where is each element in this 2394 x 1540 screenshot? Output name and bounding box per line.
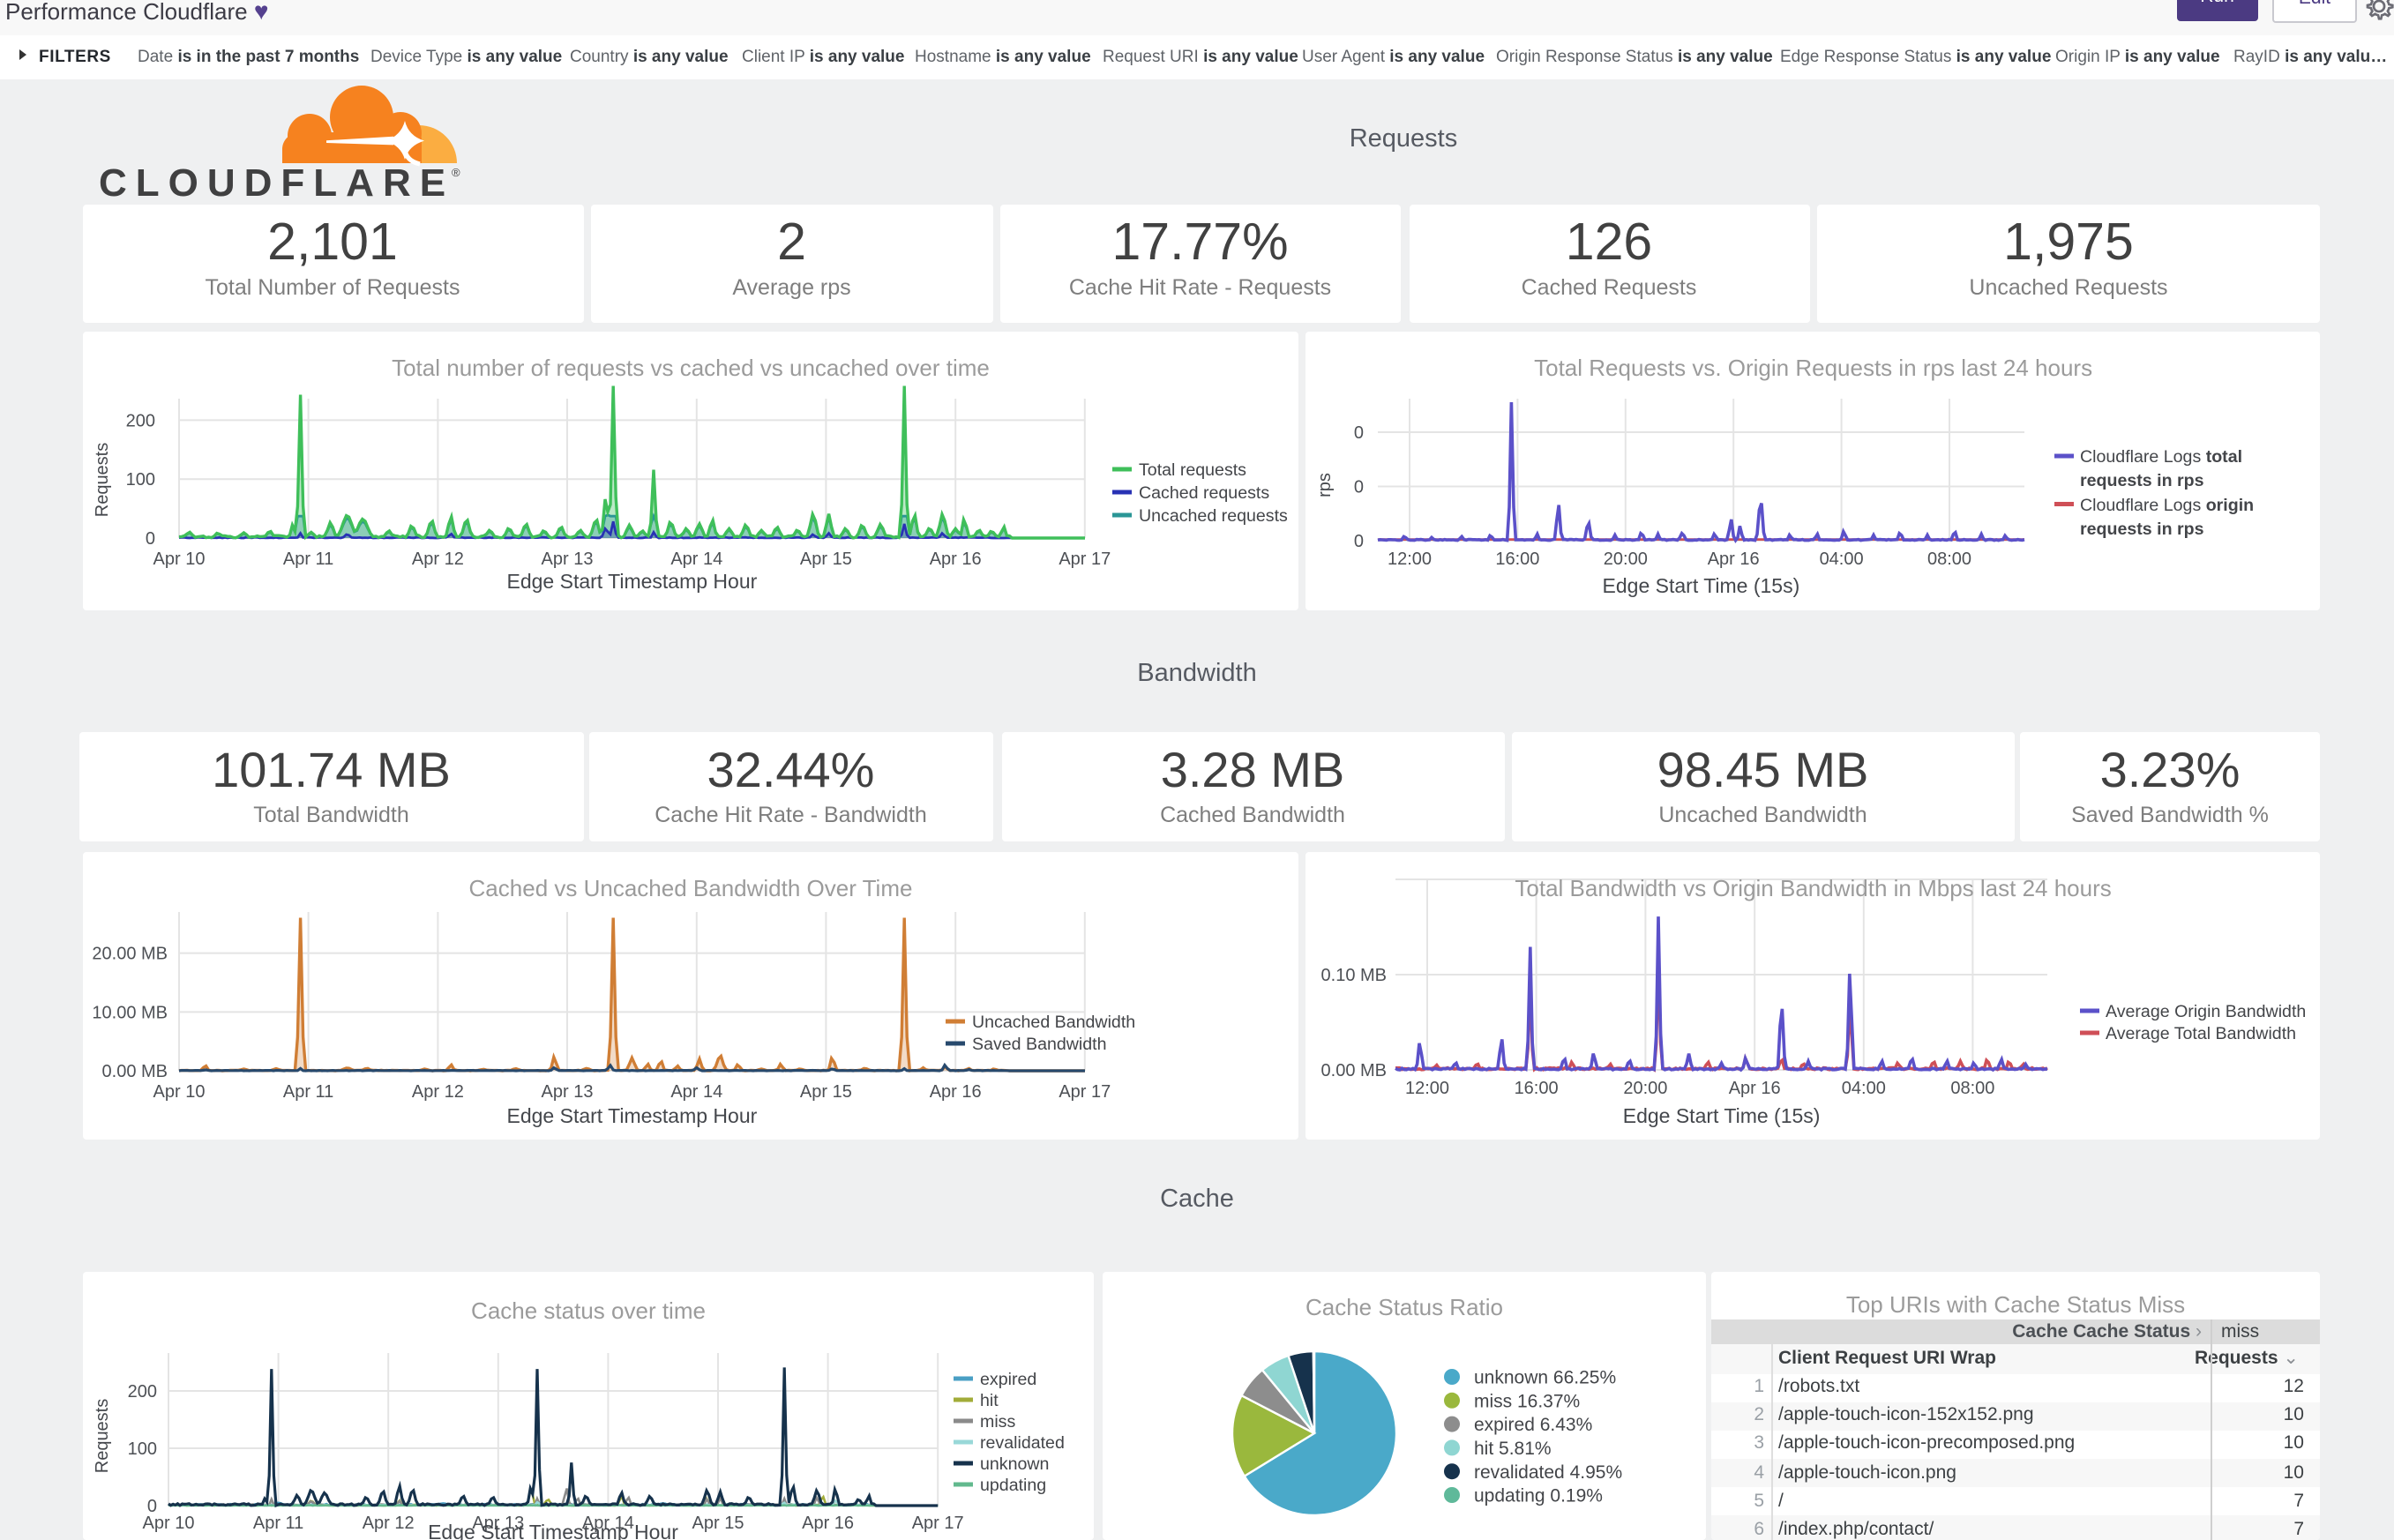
svg-text:miss 16.37%: miss 16.37% (1474, 1391, 1580, 1411)
svg-text:20.00 MB: 20.00 MB (91, 945, 167, 964)
svg-text:Apr 17: Apr 17 (1058, 549, 1110, 569)
svg-text:Apr 11: Apr 11 (282, 549, 333, 569)
svg-text:Apr 15: Apr 15 (799, 549, 851, 569)
svg-text:Uncached requests: Uncached requests (1138, 506, 1287, 526)
svg-text:unknown: unknown (979, 1454, 1048, 1474)
svg-text:Apr 14: Apr 14 (670, 549, 722, 569)
svg-text:04:00: 04:00 (1819, 549, 1863, 569)
svg-text:expired 6.43%: expired 6.43% (1474, 1415, 1592, 1435)
svg-text:0.10 MB: 0.10 MB (1320, 966, 1386, 985)
svg-text:Average Total Bandwidth: Average Total Bandwidth (2105, 1024, 2295, 1043)
svg-text:Total Requests vs. Origin Requ: Total Requests vs. Origin Requests in rp… (1533, 355, 2091, 381)
svg-text:16:00: 16:00 (1514, 1079, 1558, 1098)
svg-text:Apr 12: Apr 12 (411, 1082, 463, 1102)
svg-text:Apr 15: Apr 15 (692, 1514, 744, 1533)
svg-text:Average Origin Bandwidth: Average Origin Bandwidth (2105, 1002, 2305, 1021)
svg-text:20:00: 20:00 (1622, 1079, 1666, 1098)
svg-text:Apr 16: Apr 16 (1728, 1079, 1780, 1098)
svg-text:Requests: Requests (92, 1399, 111, 1474)
svg-text:0: 0 (1353, 532, 1363, 551)
svg-text:updating: updating (979, 1476, 1045, 1495)
svg-text:requests in rps: requests in rps (2079, 520, 2203, 539)
svg-text:Cache Status Ratio: Cache Status Ratio (1305, 1294, 1503, 1320)
svg-text:Apr 16: Apr 16 (929, 549, 981, 569)
svg-text:miss: miss (979, 1412, 1014, 1432)
svg-text:10.00 MB: 10.00 MB (91, 1003, 167, 1022)
svg-text:100: 100 (127, 1439, 156, 1459)
svg-text:Uncached Bandwidth: Uncached Bandwidth (971, 1013, 1134, 1032)
svg-text:revalidated 4.95%: revalidated 4.95% (1474, 1462, 1622, 1483)
svg-text:Apr 12: Apr 12 (411, 549, 463, 569)
svg-text:hit 5.81%: hit 5.81% (1474, 1439, 1552, 1459)
svg-text:Apr 17: Apr 17 (911, 1514, 963, 1533)
svg-text:Edge Start Time (15s): Edge Start Time (15s) (1622, 1104, 1820, 1127)
svg-text:200: 200 (125, 411, 154, 430)
svg-text:Apr 14: Apr 14 (670, 1082, 722, 1102)
svg-text:Cache status over time: Cache status over time (470, 1297, 705, 1324)
svg-text:16:00: 16:00 (1494, 549, 1538, 569)
svg-text:Edge Start Timestamp Hour: Edge Start Timestamp Hour (506, 1104, 757, 1127)
svg-text:unknown 66.25%: unknown 66.25% (1474, 1368, 1616, 1388)
svg-text:requests in rps: requests in rps (2079, 471, 2203, 490)
svg-text:Cloudflare Logs total: Cloudflare Logs total (2079, 447, 2241, 467)
svg-text:CLOUDFLARE: CLOUDFLARE (99, 161, 454, 201)
svg-text:Apr 13: Apr 13 (541, 549, 593, 569)
svg-text:Cloudflare Logs origin: Cloudflare Logs origin (2079, 496, 2253, 515)
svg-text:12:00: 12:00 (1387, 549, 1431, 569)
svg-text:Apr 16: Apr 16 (929, 1082, 981, 1102)
svg-text:Apr 11: Apr 11 (252, 1514, 303, 1533)
svg-text:Edge Start Timestamp Hour: Edge Start Timestamp Hour (427, 1521, 677, 1540)
svg-text:Apr 10: Apr 10 (153, 549, 205, 569)
svg-text:Requests: Requests (92, 443, 111, 518)
svg-text:Apr 16: Apr 16 (801, 1514, 853, 1533)
svg-text:0: 0 (1353, 423, 1363, 443)
svg-text:Total Bandwidth vs Origin Band: Total Bandwidth vs Origin Bandwidth in M… (1514, 875, 2110, 901)
svg-text:0: 0 (1353, 477, 1363, 497)
svg-text:Edge Start Timestamp Hour: Edge Start Timestamp Hour (506, 570, 757, 593)
svg-text:Total requests: Total requests (1138, 460, 1246, 480)
svg-text:08:00: 08:00 (1926, 549, 1971, 569)
svg-text:updating 0.19%: updating 0.19% (1474, 1486, 1603, 1506)
svg-text:08:00: 08:00 (1949, 1079, 1994, 1098)
svg-text:Apr 17: Apr 17 (1058, 1082, 1110, 1102)
svg-text:®: ® (452, 166, 460, 179)
svg-text:rps: rps (1314, 473, 1334, 497)
svg-text:04:00: 04:00 (1841, 1079, 1885, 1098)
svg-text:200: 200 (127, 1382, 156, 1402)
svg-text:0: 0 (146, 1497, 156, 1516)
svg-text:Apr 14: Apr 14 (581, 1514, 633, 1533)
svg-text:20:00: 20:00 (1603, 549, 1647, 569)
svg-text:Total number of requests vs ca: Total number of requests vs cached vs un… (391, 355, 989, 381)
svg-text:Apr 15: Apr 15 (799, 1082, 851, 1102)
svg-text:0: 0 (145, 529, 154, 549)
svg-text:0.00 MB: 0.00 MB (101, 1062, 167, 1081)
svg-text:expired: expired (979, 1370, 1036, 1389)
svg-text:Apr 13: Apr 13 (471, 1514, 523, 1533)
svg-text:100: 100 (125, 470, 154, 490)
svg-text:hit: hit (979, 1391, 998, 1410)
svg-text:0.00 MB: 0.00 MB (1320, 1061, 1386, 1080)
svg-text:Apr 16: Apr 16 (1707, 549, 1759, 569)
svg-text:Apr 10: Apr 10 (153, 1082, 205, 1102)
svg-text:12:00: 12:00 (1404, 1079, 1448, 1098)
svg-text:Cached requests: Cached requests (1138, 483, 1268, 503)
svg-text:Apr 12: Apr 12 (362, 1514, 414, 1533)
svg-text:Cached vs Uncached Bandwidth O: Cached vs Uncached Bandwidth Over Time (468, 875, 912, 901)
svg-text:Apr 13: Apr 13 (541, 1082, 593, 1102)
svg-text:Apr 10: Apr 10 (142, 1514, 194, 1533)
svg-text:revalidated: revalidated (979, 1433, 1064, 1453)
svg-text:Edge Start Time (15s): Edge Start Time (15s) (1602, 574, 1799, 597)
svg-text:Saved Bandwidth: Saved Bandwidth (971, 1035, 1106, 1054)
svg-text:Apr 11: Apr 11 (282, 1082, 333, 1102)
